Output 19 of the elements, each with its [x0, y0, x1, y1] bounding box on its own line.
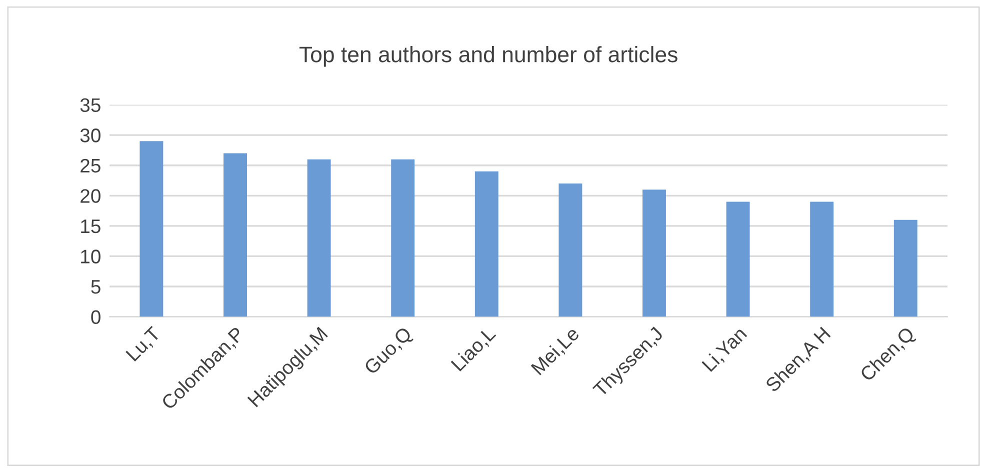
- bar: [307, 159, 331, 317]
- y-tick-label: 0: [91, 310, 100, 324]
- y-tick-label: 15: [81, 220, 100, 234]
- bar: [894, 220, 918, 317]
- bar: [726, 202, 750, 317]
- chart-title: Top ten authors and number of articles: [299, 46, 678, 67]
- bar: [642, 190, 666, 317]
- bar: [810, 202, 834, 317]
- bar: [558, 184, 582, 317]
- bar: [474, 171, 498, 317]
- y-tick-label: 35: [80, 98, 100, 112]
- y-tick-label: 30: [80, 128, 100, 142]
- y-tick-label: 20: [80, 189, 100, 203]
- y-tick-label: 10: [81, 250, 100, 264]
- bar: [391, 159, 415, 317]
- y-tick-label: 5: [91, 280, 100, 294]
- bar: [140, 141, 164, 317]
- y-tick-label: 25: [80, 158, 100, 173]
- bar: [224, 153, 247, 317]
